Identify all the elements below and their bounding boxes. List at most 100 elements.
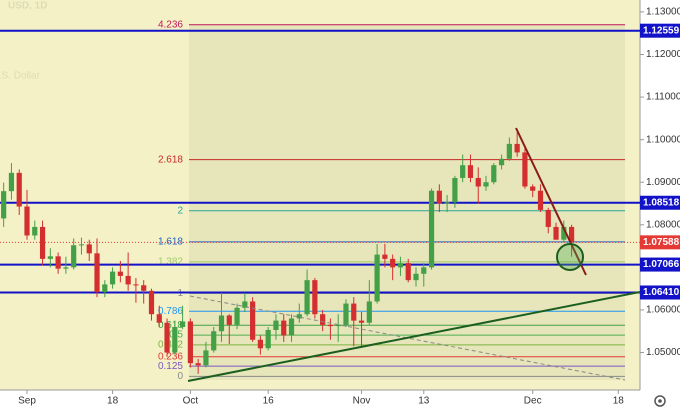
candle-body [390, 258, 396, 268]
candle-body [320, 314, 326, 325]
candle-body [514, 143, 520, 153]
fib-label: 0.125 [158, 361, 183, 372]
level-group [0, 29, 640, 294]
fib-label: 2 [177, 205, 183, 216]
candle-body [133, 284, 139, 286]
candle-body [460, 165, 466, 178]
y-tick-label: 1.13000 [646, 7, 680, 18]
level-label: 1.06410 [643, 287, 680, 298]
candle-body [351, 303, 357, 321]
candle-body [156, 314, 162, 323]
x-tick-label: Nov [353, 396, 371, 407]
trend-line [187, 291, 641, 382]
highlight-circle [556, 243, 584, 271]
candle-body [397, 263, 404, 268]
fib-label: 1.618 [158, 236, 183, 247]
candle-body [148, 290, 155, 315]
candle-body [467, 165, 474, 178]
candle-body [16, 172, 22, 207]
candle-body [569, 226, 575, 243]
settings-icon-dot [658, 399, 662, 403]
y-tick-label: 1.11000 [646, 92, 680, 103]
y-tick-label: 1.05000 [646, 347, 680, 358]
candle-body [327, 324, 334, 327]
candle-body [32, 226, 38, 236]
candle-body [553, 226, 559, 240]
candle-body [109, 271, 116, 285]
candle-body [180, 321, 186, 327]
x-tick-label: Sep [18, 396, 36, 407]
x-tick-label: 18 [107, 396, 119, 407]
candle-body [288, 318, 295, 336]
candle-body [374, 254, 380, 302]
fib-label: 0 [177, 371, 183, 382]
candle-body [211, 331, 217, 351]
y-tick-label: 1.08000 [646, 219, 680, 230]
current-price-label: 1.07588 [643, 237, 680, 248]
candle-body [405, 263, 411, 281]
candle-body [358, 320, 365, 323]
candle-body [335, 324, 341, 327]
candle-body [475, 177, 481, 187]
candle-body [226, 315, 232, 325]
candle-body [94, 253, 100, 293]
candle-body [537, 190, 544, 210]
fib-label: 1.382 [158, 256, 183, 267]
candle-group [1, 132, 575, 374]
x-tick-label: 16 [263, 396, 275, 407]
candle-body [506, 143, 512, 159]
candle-body [78, 244, 85, 246]
settings-icon[interactable] [654, 395, 666, 407]
watermark: USD, 1D [8, 1, 47, 12]
candle-body [273, 320, 279, 330]
candle-body [71, 245, 77, 268]
candle-body [86, 244, 92, 254]
candle-body [55, 256, 61, 269]
candle-body [281, 320, 287, 336]
candle-body [491, 165, 497, 183]
x-tick-label: 13 [418, 396, 430, 407]
axis-group: 1.05000 1.06000 1.08000 1.09000 1.10000 1.110… [18, 7, 680, 407]
candle-body [63, 267, 69, 269]
candle-body [102, 284, 108, 293]
y-tick-label: 1.09000 [646, 177, 680, 188]
candle-body [8, 172, 15, 192]
candle-body [117, 271, 123, 276]
candle-body [257, 339, 263, 349]
candle-body [47, 256, 53, 259]
candle-body [312, 280, 318, 315]
candle-body [452, 177, 458, 203]
level-label: 1.08518 [643, 197, 680, 208]
level-label: 1.12559 [643, 25, 680, 36]
candle-body [24, 206, 30, 236]
candle-body [218, 315, 225, 332]
y-tick-label: 1.10000 [646, 134, 680, 145]
level-box [640, 195, 680, 210]
x-tick-label: Oct [183, 396, 199, 407]
candle-body [428, 190, 435, 268]
candle-body [436, 190, 442, 204]
candle-body [187, 321, 193, 364]
level-box [640, 23, 680, 38]
candle-body [421, 267, 427, 274]
x-tick-label: Dec [524, 396, 542, 407]
candle-body [522, 152, 528, 187]
fib-label: 0.786 [158, 306, 183, 317]
candle-body [366, 301, 372, 323]
y-tick-label: 1.12000 [646, 49, 680, 60]
candle-body [265, 329, 271, 349]
watermark: / U.S. Dollar [0, 71, 41, 82]
candle-body [195, 363, 201, 366]
trend-line-dashed [189, 295, 626, 381]
fib-label: 2.618 [158, 154, 183, 165]
candle-body [39, 226, 46, 259]
current-price-box [640, 235, 680, 250]
candle-body [561, 226, 567, 240]
candle-body [498, 158, 505, 166]
fib-label: 4.236 [158, 19, 183, 30]
candle-body [483, 182, 489, 187]
fib-label: 0.236 [158, 351, 183, 362]
candle-body [304, 280, 310, 315]
candle-body [413, 273, 419, 281]
